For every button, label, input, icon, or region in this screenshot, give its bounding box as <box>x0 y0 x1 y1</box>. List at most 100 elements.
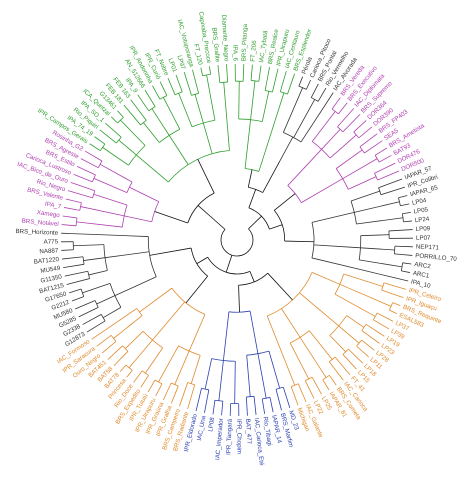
branch-radial <box>83 257 106 261</box>
branch-radial <box>152 301 186 341</box>
branch-radial <box>119 364 127 372</box>
branch-radial <box>402 262 412 265</box>
branch-radial <box>329 335 346 353</box>
branch-arc <box>342 348 349 355</box>
branch-radial <box>354 201 400 213</box>
branch-radial <box>99 163 133 183</box>
branch-radial <box>373 319 390 330</box>
branch-radial <box>68 288 82 294</box>
branch-radial <box>185 275 209 304</box>
leaf-label: IPA_10 <box>410 278 431 290</box>
branch-radial <box>253 396 257 416</box>
branch-radial <box>279 136 294 162</box>
branch-radial <box>71 233 106 236</box>
branch-radial <box>196 256 208 264</box>
leaf-label: LP09 <box>415 225 430 233</box>
branch-arc <box>401 213 404 222</box>
branch-radial <box>192 69 200 94</box>
branch-radial <box>246 355 251 397</box>
branch-radial <box>223 311 230 361</box>
branch-radial <box>204 358 213 390</box>
branch-radial <box>155 383 163 397</box>
leaf-label: LP01 <box>167 57 179 74</box>
branch-radial <box>290 386 299 406</box>
leaf-label: G11350 <box>40 273 63 284</box>
branch-radial <box>154 211 188 224</box>
branch-radial <box>361 330 380 344</box>
branch-arc <box>126 181 133 193</box>
leaf-label: PORRILLO_70 <box>415 252 458 263</box>
leaf-label: LP24 <box>415 216 431 225</box>
branch-radial <box>174 350 190 385</box>
branch-radial <box>221 401 224 416</box>
branch-radial <box>337 108 355 128</box>
branch-arc <box>312 141 331 159</box>
branch-radial <box>310 83 319 98</box>
branch-radial <box>360 269 387 277</box>
branch-radial <box>206 74 216 121</box>
leaf-label: IPA_7 <box>44 201 62 211</box>
leaf-label: IPR_Chopim <box>235 419 242 454</box>
branch-radial <box>400 203 410 207</box>
branch-radial <box>359 133 378 148</box>
branch-radial <box>128 339 153 368</box>
branch-arc <box>280 91 288 95</box>
branch-radial <box>242 64 245 82</box>
branch-radial <box>261 91 270 122</box>
branch-radial <box>140 375 149 388</box>
branch-radial <box>113 315 143 339</box>
branch-arc <box>174 91 183 96</box>
leaf-label: IAC_Imperador <box>214 418 225 460</box>
leaf-label: FT_206 <box>249 40 258 62</box>
branch-radial <box>289 342 310 380</box>
branch-radial <box>342 354 357 370</box>
branch-radial <box>317 87 327 102</box>
branch-radial <box>268 350 281 389</box>
branch-radial <box>305 79 311 90</box>
branch-radial <box>282 87 303 133</box>
branch-radial <box>89 143 101 152</box>
branch-arc <box>311 222 315 259</box>
leaf-label: BAT_477 <box>244 418 253 444</box>
branch-radial <box>183 71 192 96</box>
branch-radial <box>392 302 401 307</box>
leaf-label: BRS_Notável <box>21 218 59 228</box>
branch-radial <box>398 195 408 199</box>
branch-radial <box>136 154 169 183</box>
branch-radial <box>308 330 333 360</box>
branch-radial <box>281 308 301 338</box>
branch-arc <box>356 339 362 347</box>
branch-radial <box>339 283 392 307</box>
branch-radial <box>208 66 212 75</box>
branch-arc <box>381 282 385 291</box>
branch-radial <box>64 270 88 277</box>
branch-radial <box>163 382 172 401</box>
branch-arc <box>109 283 122 308</box>
branch-radial <box>202 122 213 154</box>
branch-radial <box>298 76 304 87</box>
branch-radial <box>273 92 285 124</box>
branch-radial <box>360 234 390 237</box>
branch-radial <box>70 182 95 192</box>
branch-radial <box>334 293 376 317</box>
branch-radial <box>322 92 334 109</box>
branch-radial <box>144 89 156 107</box>
branch-radial <box>299 292 339 327</box>
branch-radial <box>238 81 240 119</box>
branch-radial <box>343 273 383 287</box>
leaf-label: ARC1 <box>412 270 430 280</box>
branch-radial <box>361 339 375 351</box>
branch-arc <box>220 228 254 257</box>
branch-radial <box>149 247 192 256</box>
branch-radial <box>74 300 96 310</box>
leaf-label: BRS_Horizonte <box>15 228 58 237</box>
branch-radial <box>105 122 122 138</box>
branch-radial <box>94 136 106 145</box>
branch-radial <box>348 348 364 364</box>
branch-radial <box>194 94 204 124</box>
branch-radial <box>80 206 125 217</box>
branch-radial <box>402 211 411 215</box>
branch-radial <box>76 221 123 228</box>
branch-radial <box>113 351 129 367</box>
